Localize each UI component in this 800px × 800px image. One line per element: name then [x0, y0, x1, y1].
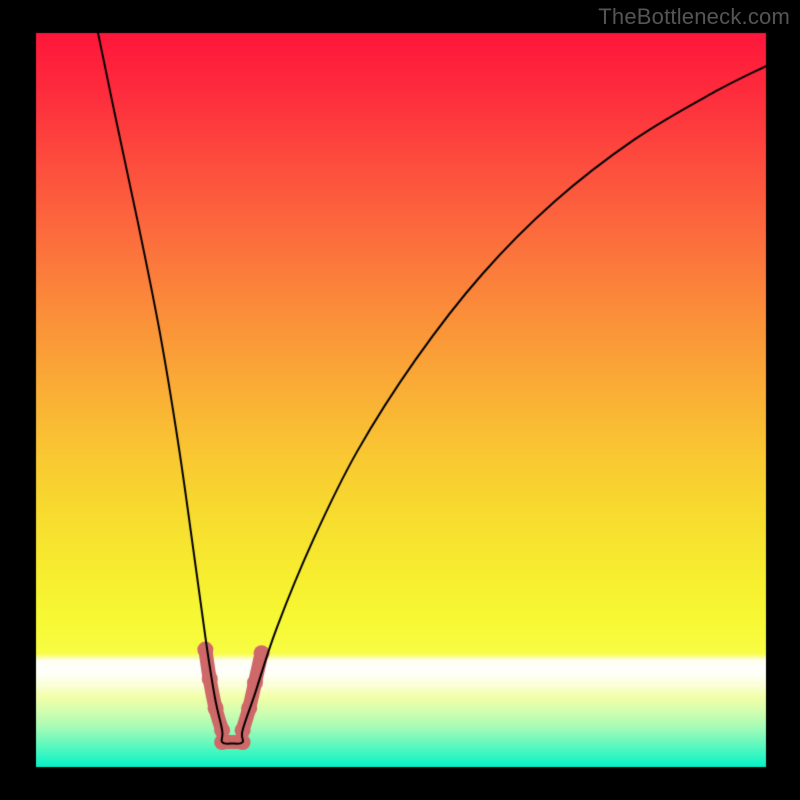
bottleneck-chart-canvas — [0, 0, 800, 800]
watermark-text: TheBottleneck.com — [598, 4, 790, 30]
chart-stage: TheBottleneck.com — [0, 0, 800, 800]
